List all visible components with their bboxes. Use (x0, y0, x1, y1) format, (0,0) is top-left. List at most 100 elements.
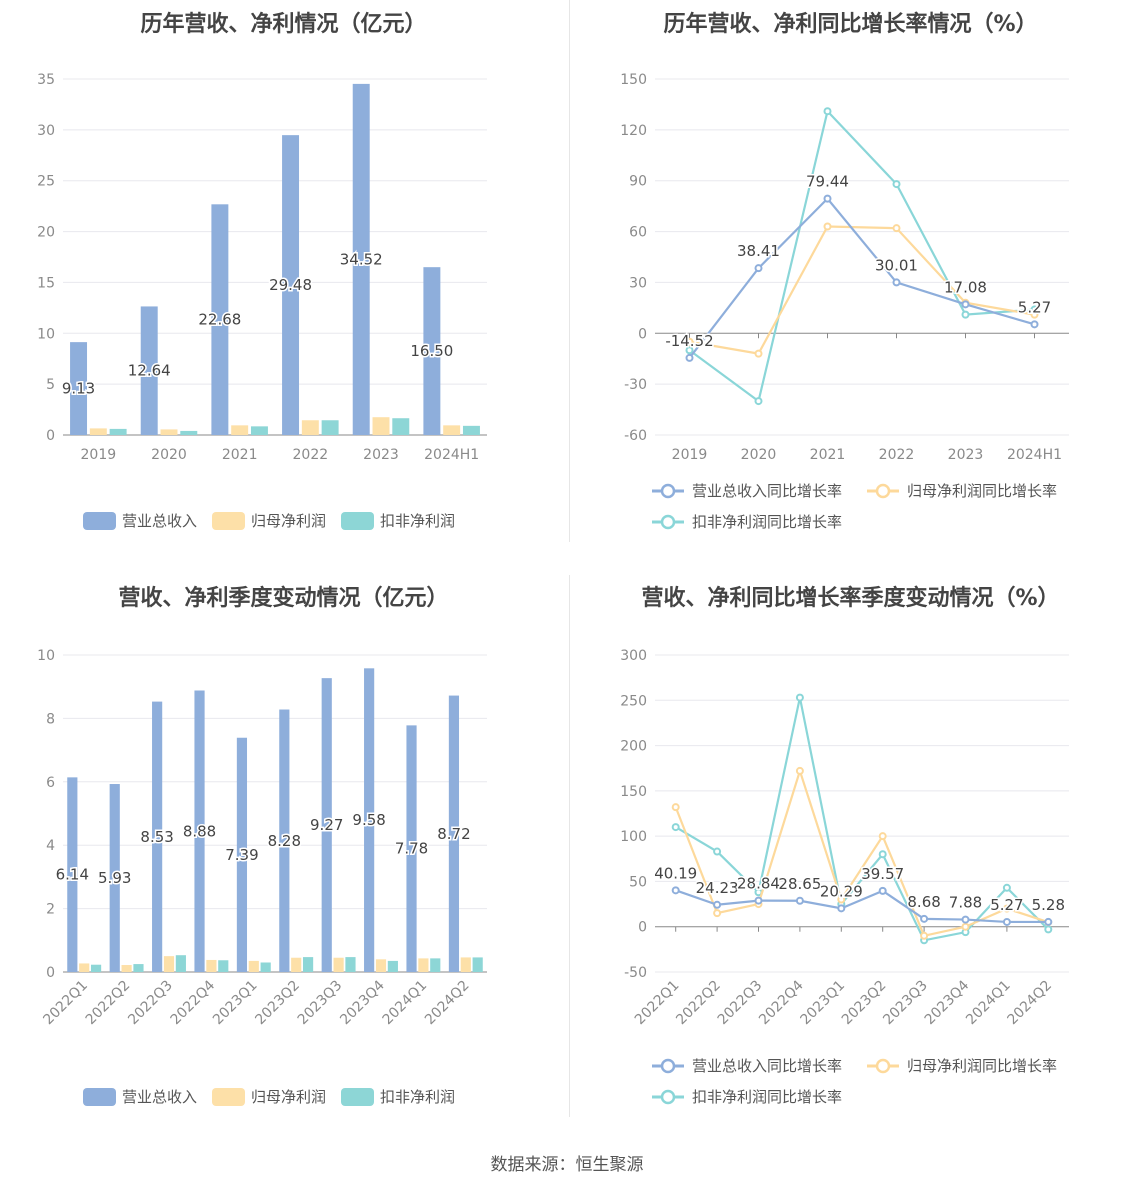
legend-swatch (212, 1088, 245, 1106)
annual-growth-panel: 历年营收、净利同比增长率情况（%） -60 -30 0 30 60 90 120 150 -14… (567, 0, 1134, 560)
x-tick-label: 2023Q4 (922, 977, 973, 1028)
data-label: 7.88 (949, 894, 982, 912)
bar (163, 956, 175, 972)
legend-label: 扣非净利润同比增长率 (692, 513, 842, 531)
quarterly-growth-chart: -50 0 50 100 150 200 250 300 40.1924.2328.8428.6… (620, 648, 1069, 1106)
legend-swatch (212, 512, 245, 530)
bar (211, 204, 229, 435)
data-label: 22.68 (198, 311, 241, 329)
bar (79, 963, 90, 972)
x-tick-label: 2022Q3 (715, 978, 766, 1029)
data-label: 8.28 (268, 832, 301, 850)
x-tick-label: 2022Q1 (632, 978, 683, 1029)
data-label: 8.53 (140, 828, 173, 846)
y-tick-label: 6 (46, 775, 55, 791)
data-point (837, 904, 846, 913)
data-point (823, 222, 832, 231)
y-tick-label: 300 (620, 648, 647, 664)
bar (282, 135, 300, 435)
bar (321, 420, 339, 435)
bar (218, 960, 229, 972)
x-tick-label: 2023Q4 (337, 977, 388, 1028)
y-tick-label: 25 (37, 174, 55, 190)
bar (423, 267, 441, 435)
bar (90, 964, 102, 972)
data-point (713, 847, 722, 856)
bar (352, 83, 370, 435)
y-tick-label: 250 (620, 693, 647, 709)
data-point (795, 693, 804, 702)
bar (109, 784, 120, 972)
x-tick-label: 2024Q2 (422, 978, 473, 1029)
data-point (961, 300, 970, 309)
x-tick-label: 2019 (672, 447, 708, 463)
bar (345, 957, 356, 972)
x-tick-label: 2023 (363, 447, 399, 463)
legend-marker (660, 1058, 676, 1074)
vertical-divider (569, 0, 570, 542)
y-tick-label: 120 (620, 123, 647, 139)
legend-marker (875, 483, 891, 499)
legend-marker (660, 483, 676, 499)
bar (140, 306, 158, 435)
y-tick-label: 20 (37, 225, 55, 241)
data-label: 5.27 (1018, 298, 1051, 316)
data-label: 20.29 (820, 882, 863, 900)
bar (70, 342, 88, 435)
data-point (795, 896, 804, 905)
series-line (674, 767, 1049, 938)
bar (89, 428, 107, 435)
legend-label: 营业总收入 (122, 512, 197, 530)
chart-title: 营收、净利季度变动情况（亿元） (118, 586, 449, 611)
data-label: 9.27 (310, 816, 343, 834)
x-tick-label: 2020 (741, 447, 777, 463)
y-tick-label: 35 (37, 72, 55, 88)
bar (180, 430, 198, 435)
legend-label: 营业总收入 (122, 1088, 197, 1106)
bar (302, 957, 314, 972)
x-tick-label: 2024H1 (1007, 447, 1062, 463)
y-tick-label: 200 (620, 739, 647, 755)
data-label: 5.93 (98, 869, 131, 887)
bar (321, 678, 332, 972)
y-tick-label: 90 (629, 174, 647, 190)
data-point (878, 886, 887, 895)
data-label: 17.08 (944, 278, 987, 296)
y-tick-label: 8 (46, 711, 55, 727)
series-line (675, 889, 1049, 924)
y-tick-label: 0 (46, 965, 55, 981)
data-point (1044, 925, 1053, 934)
chart-title: 历年营收、净利同比增长率情况（%） (663, 12, 1038, 37)
y-tick-label: 15 (37, 275, 55, 291)
legend-label: 营业总收入同比增长率 (692, 482, 842, 500)
bar (364, 668, 375, 972)
x-tick-label: 2022Q1 (40, 978, 91, 1029)
data-label: 12.64 (128, 362, 171, 380)
legend-label: 扣非净利润同比增长率 (692, 1088, 842, 1106)
bar (109, 428, 127, 435)
y-tick-label: 0 (46, 428, 55, 444)
series-line (688, 196, 1035, 359)
y-tick-label: 150 (620, 72, 647, 88)
x-tick-label: 2022 (293, 447, 329, 463)
bar (460, 957, 471, 972)
legend-marker (660, 1089, 676, 1105)
bar (406, 725, 417, 972)
legend-marker (660, 514, 676, 530)
bar (375, 959, 387, 972)
y-tick-label: 30 (629, 275, 647, 291)
x-tick-label: 2023 (948, 447, 984, 463)
bar (448, 695, 460, 972)
x-tick-label: 2023Q1 (798, 978, 849, 1029)
y-tick-label: 0 (638, 326, 647, 342)
y-tick-label: -50 (624, 965, 647, 981)
x-tick-label: 2023Q3 (295, 978, 346, 1029)
data-label: 7.78 (395, 840, 428, 858)
data-label: 39.57 (861, 865, 904, 883)
x-tick-label: 2024Q1 (380, 978, 431, 1029)
x-tick-label: 2024H1 (424, 447, 479, 463)
legend-label: 归母净利润同比增长率 (907, 482, 1057, 500)
bar (430, 958, 441, 972)
data-label: 28.65 (778, 875, 821, 893)
x-tick-label: 2023Q2 (252, 978, 303, 1029)
